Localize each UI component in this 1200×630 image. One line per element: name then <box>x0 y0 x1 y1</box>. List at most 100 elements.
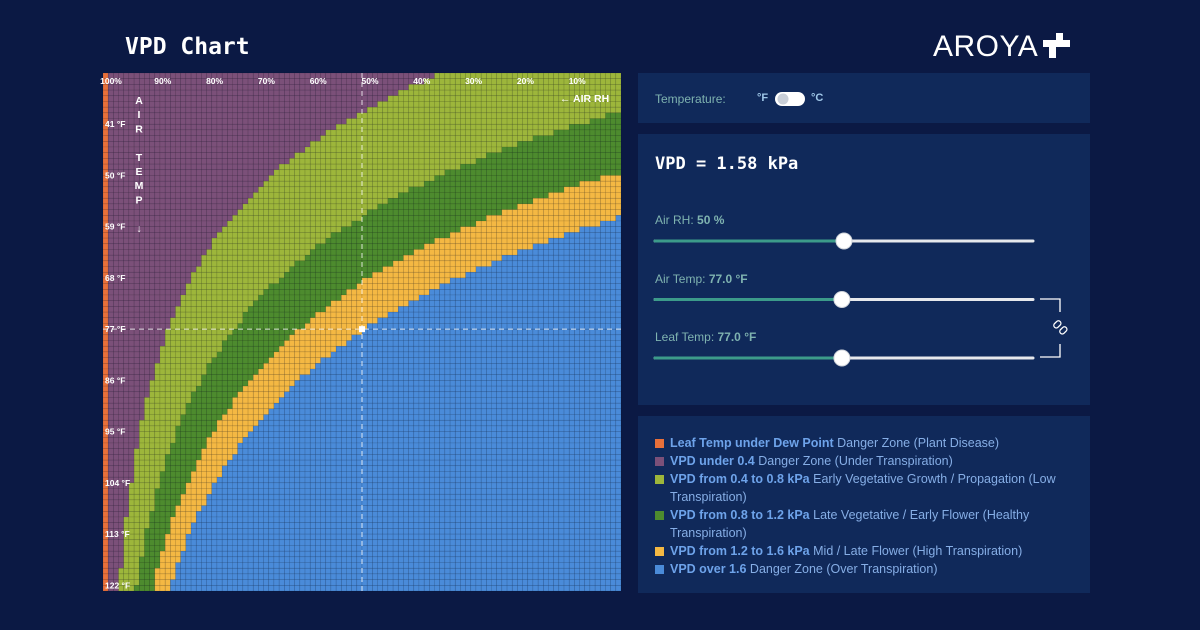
heatmap-cell <box>149 266 156 273</box>
heatmap-cell <box>584 254 591 262</box>
heatmap-cell <box>325 334 332 341</box>
heatmap-cell <box>470 237 477 245</box>
heatmap-cell <box>465 192 472 199</box>
heatmap-cell <box>190 260 197 267</box>
heatmap-cell <box>294 334 301 341</box>
heatmap-cell <box>470 317 477 324</box>
heatmap-cell <box>563 289 570 296</box>
heatmap-cell <box>263 271 270 279</box>
heatmap-cell <box>366 334 373 341</box>
heatmap-cell <box>475 249 482 256</box>
heatmap-cell <box>532 334 539 341</box>
heatmap-cell <box>340 180 347 188</box>
heatmap-cell <box>563 254 570 262</box>
heatmap-cell <box>465 129 472 136</box>
heatmap-cell <box>522 106 529 114</box>
heatmap-cell <box>144 260 150 267</box>
heatmap-cell <box>434 95 440 102</box>
heatmap-cell <box>315 328 321 336</box>
heatmap-cell <box>216 277 223 284</box>
heatmap-cell <box>382 95 389 102</box>
heatmap-cell <box>211 112 218 119</box>
heatmap-cell <box>542 158 549 165</box>
heatmap-cell <box>470 232 477 239</box>
heatmap-cell <box>294 323 301 330</box>
heatmap-cell <box>283 215 290 222</box>
heatmap-cell <box>408 192 415 199</box>
heatmap-cell <box>113 317 119 324</box>
heatmap-cell <box>195 101 202 108</box>
heatmap-cell <box>294 146 301 153</box>
heatmap-cell <box>356 146 363 153</box>
heatmap-cell <box>315 203 321 210</box>
heatmap-cell <box>470 300 477 307</box>
heatmap-cell <box>351 220 358 227</box>
heatmap-cell <box>558 169 565 176</box>
heatmap-cell <box>584 209 591 216</box>
heatmap-cell <box>434 334 440 341</box>
heatmap-cell <box>351 328 358 336</box>
heatmap-cell <box>372 106 378 114</box>
heatmap-cell <box>382 112 389 119</box>
heatmap-cell <box>138 254 145 262</box>
heatmap-cell <box>558 141 565 148</box>
heatmap-cell <box>258 266 264 273</box>
heatmap-cell <box>522 249 529 256</box>
heatmap-cell <box>465 323 472 330</box>
heatmap-cell <box>227 237 233 245</box>
heatmap-cell <box>170 254 176 262</box>
heatmap-cell <box>480 328 487 336</box>
heatmap-cell <box>382 72 389 79</box>
heatmap-cell <box>568 118 575 125</box>
heatmap-cell <box>315 317 321 324</box>
heatmap-cell <box>252 95 259 102</box>
heatmap-cell <box>372 277 378 284</box>
heatmap-cell <box>517 289 523 296</box>
heatmap-cell <box>392 266 399 273</box>
heatmap-cell <box>366 129 373 136</box>
heatmap-cell <box>195 95 202 102</box>
heatmap-cell <box>247 72 254 79</box>
heatmap-cell <box>107 106 114 114</box>
heatmap-cell <box>387 203 394 210</box>
heatmap-cell <box>211 306 218 313</box>
heatmap-cell <box>392 249 399 256</box>
heatmap-cell <box>138 345 145 353</box>
heatmap-cell <box>154 249 161 256</box>
heatmap-cell <box>201 323 207 330</box>
heatmap-cell <box>211 289 218 296</box>
heatmap-cell <box>195 169 202 176</box>
heatmap-cell <box>252 317 259 324</box>
heatmap-cell <box>247 328 254 336</box>
heatmap-cell <box>356 112 363 119</box>
heatmap-cell <box>346 123 352 131</box>
heatmap-cell <box>190 72 197 79</box>
heatmap-cell <box>439 311 446 319</box>
heatmap-cell <box>449 215 456 222</box>
heatmap-cell <box>372 209 378 216</box>
heatmap-cell <box>190 175 197 182</box>
heatmap-cell <box>346 260 352 267</box>
unit-toggle[interactable] <box>775 92 805 106</box>
heatmap-cell <box>594 123 601 131</box>
heatmap-cell <box>610 323 617 330</box>
heatmap-cell <box>527 152 534 159</box>
heatmap-cell <box>387 78 394 85</box>
heatmap-cell <box>423 306 430 313</box>
heatmap-cell <box>299 323 306 330</box>
heatmap-cell <box>444 129 451 136</box>
heatmap-cell <box>372 226 378 233</box>
heatmap-cell <box>465 95 472 102</box>
heatmap-cell <box>563 317 570 324</box>
heatmap-cell <box>237 289 244 296</box>
heatmap-cell <box>180 226 187 233</box>
heatmap-cell <box>392 158 399 165</box>
heatmap-cell <box>361 106 368 114</box>
heatmap-cell <box>195 72 202 79</box>
heatmap-cell <box>413 209 420 216</box>
heatmap-cell <box>517 203 523 210</box>
heatmap-cell <box>278 249 285 256</box>
heatmap-cell <box>470 340 477 347</box>
heatmap-cell <box>170 123 176 131</box>
heatmap-cell <box>605 169 611 176</box>
